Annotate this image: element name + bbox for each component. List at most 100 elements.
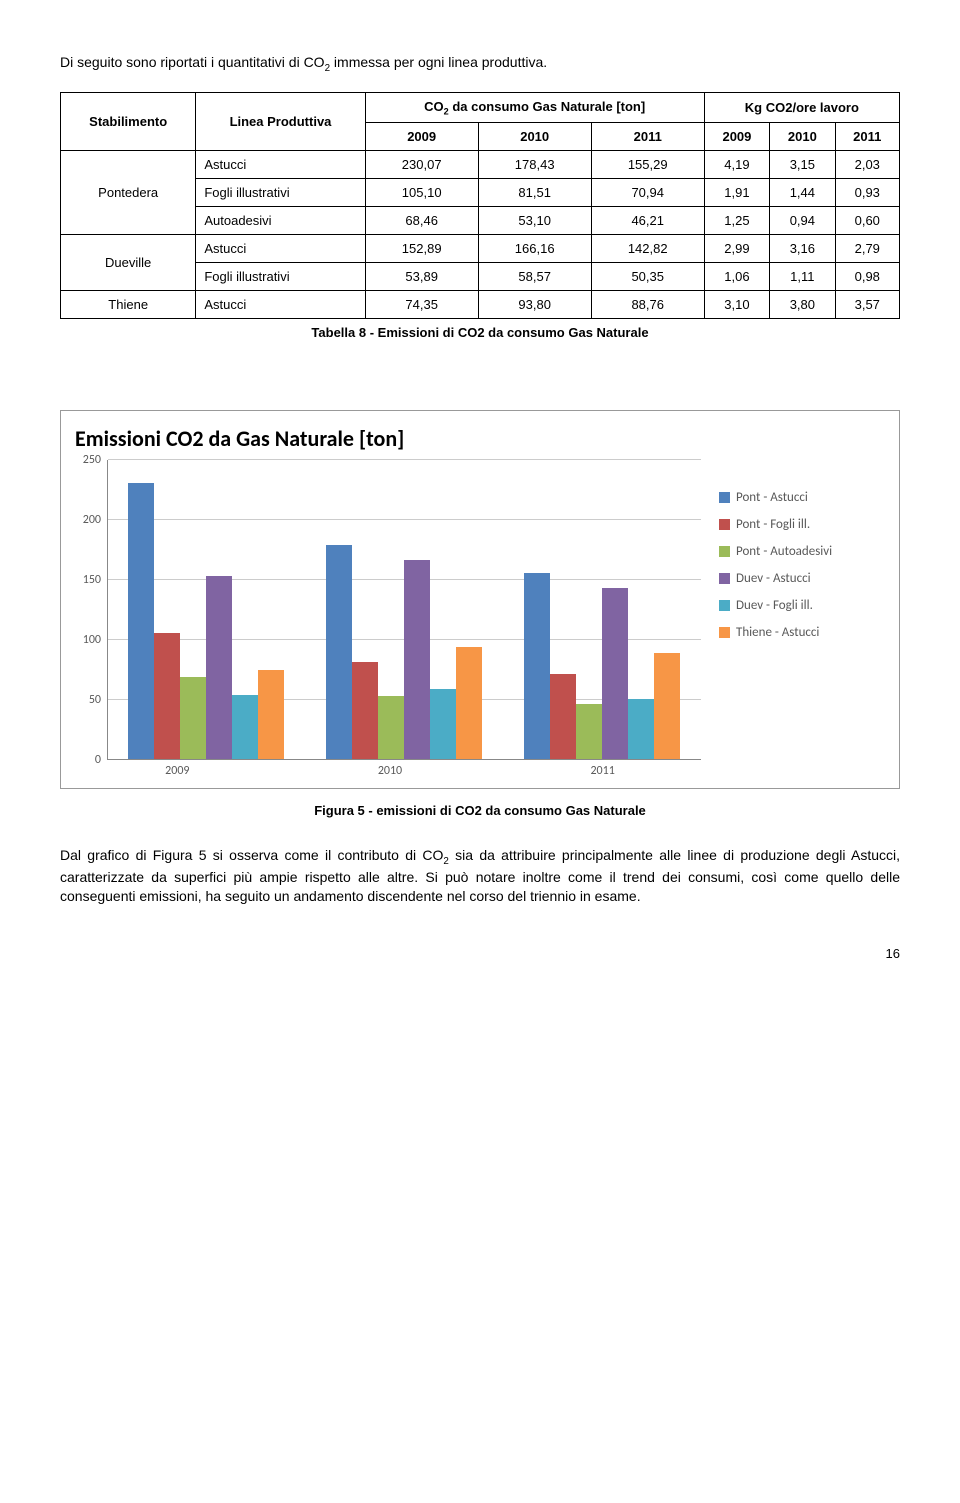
page-number: 16 bbox=[60, 946, 900, 961]
cell-value: 50,35 bbox=[591, 263, 704, 291]
cell-value: 68,46 bbox=[365, 207, 478, 235]
legend-swatch bbox=[719, 627, 730, 638]
legend-item: Duev - Astucci bbox=[719, 571, 889, 586]
bar bbox=[576, 704, 602, 759]
bar bbox=[206, 576, 232, 759]
legend-label: Duev - Fogli ill. bbox=[736, 598, 813, 613]
table-row: ThieneAstucci74,3593,8088,763,103,803,57 bbox=[61, 291, 900, 319]
bar bbox=[258, 670, 284, 759]
th-stabilimento: Stabilimento bbox=[61, 92, 196, 151]
legend-label: Pont - Fogli ill. bbox=[736, 517, 810, 532]
bar bbox=[378, 696, 404, 760]
chart-title: Emissioni CO2 da Gas Naturale [ton] bbox=[75, 425, 889, 452]
cell-linea: Astucci bbox=[196, 291, 365, 319]
cell-value: 70,94 bbox=[591, 179, 704, 207]
bar bbox=[128, 483, 154, 759]
cell-value: 81,51 bbox=[478, 179, 591, 207]
legend-swatch bbox=[719, 546, 730, 557]
bar-group bbox=[524, 573, 680, 759]
cell-value: 2,99 bbox=[704, 235, 769, 263]
cell-value: 88,76 bbox=[591, 291, 704, 319]
cell-linea: Astucci bbox=[196, 235, 365, 263]
intro-text: Di seguito sono riportati i quantitativi… bbox=[60, 54, 900, 74]
y-tick-label: 50 bbox=[89, 693, 101, 707]
cell-value: 93,80 bbox=[478, 291, 591, 319]
legend-swatch bbox=[719, 600, 730, 611]
cell-value: 105,10 bbox=[365, 179, 478, 207]
analysis-paragraph: Dal grafico di Figura 5 si osserva come … bbox=[60, 846, 900, 906]
bar bbox=[654, 653, 680, 760]
cell-value: 1,11 bbox=[770, 263, 835, 291]
table-row: PontederaAstucci230,07178,43155,294,193,… bbox=[61, 151, 900, 179]
bar bbox=[180, 677, 206, 759]
legend-item: Pont - Autoadesivi bbox=[719, 544, 889, 559]
cell-linea: Astucci bbox=[196, 151, 365, 179]
cell-value: 0,98 bbox=[835, 263, 899, 291]
cell-stabilimento: Pontedera bbox=[61, 151, 196, 235]
chart-container: Emissioni CO2 da Gas Naturale [ton] 0501… bbox=[60, 410, 900, 789]
bar bbox=[602, 588, 628, 759]
cell-value: 2,79 bbox=[835, 235, 899, 263]
th-y-2010b: 2010 bbox=[770, 123, 835, 151]
cell-value: 3,10 bbox=[704, 291, 769, 319]
legend-swatch bbox=[719, 573, 730, 584]
cell-value: 1,44 bbox=[770, 179, 835, 207]
cell-value: 3,16 bbox=[770, 235, 835, 263]
bar bbox=[154, 633, 180, 759]
cell-value: 2,03 bbox=[835, 151, 899, 179]
y-tick-label: 200 bbox=[83, 513, 101, 527]
cell-value: 53,89 bbox=[365, 263, 478, 291]
th-y-2011b: 2011 bbox=[835, 123, 899, 151]
bar bbox=[550, 674, 576, 759]
chart-legend: Pont - AstucciPont - Fogli ill.Pont - Au… bbox=[709, 460, 889, 778]
cell-value: 46,21 bbox=[591, 207, 704, 235]
bar-group bbox=[128, 483, 284, 759]
cell-linea: Fogli illustrativi bbox=[196, 263, 365, 291]
cell-value: 1,25 bbox=[704, 207, 769, 235]
intro-after: immessa per ogni linea produttiva. bbox=[330, 54, 547, 70]
figure-caption: Figura 5 - emissioni di CO2 da consumo G… bbox=[60, 803, 900, 818]
cell-value: 4,19 bbox=[704, 151, 769, 179]
y-axis: 050100150200250 bbox=[71, 460, 105, 760]
bar-group bbox=[326, 545, 482, 759]
bar bbox=[430, 689, 456, 759]
cell-value: 0,94 bbox=[770, 207, 835, 235]
legend-item: Duev - Fogli ill. bbox=[719, 598, 889, 613]
cell-value: 3,15 bbox=[770, 151, 835, 179]
cell-value: 0,60 bbox=[835, 207, 899, 235]
cell-value: 74,35 bbox=[365, 291, 478, 319]
cell-stabilimento: Thiene bbox=[61, 291, 196, 319]
cell-value: 230,07 bbox=[365, 151, 478, 179]
cell-value: 1,06 bbox=[704, 263, 769, 291]
th-y-2010a: 2010 bbox=[478, 123, 591, 151]
cell-value: 58,57 bbox=[478, 263, 591, 291]
bar bbox=[326, 545, 352, 759]
bar bbox=[404, 560, 430, 759]
cell-value: 0,93 bbox=[835, 179, 899, 207]
emissions-table: Stabilimento Linea Produttiva CO2 da con… bbox=[60, 92, 900, 320]
cell-value: 155,29 bbox=[591, 151, 704, 179]
bar-groups bbox=[107, 460, 701, 760]
chart-plot: 050100150200250 bbox=[107, 460, 701, 760]
cell-value: 53,10 bbox=[478, 207, 591, 235]
bar bbox=[524, 573, 550, 759]
th-kg: Kg CO2/ore lavoro bbox=[704, 92, 899, 123]
legend-label: Thiene - Astucci bbox=[736, 625, 819, 640]
th-y-2009b: 2009 bbox=[704, 123, 769, 151]
cell-value: 3,80 bbox=[770, 291, 835, 319]
bar bbox=[628, 699, 654, 759]
cell-value: 152,89 bbox=[365, 235, 478, 263]
cell-value: 166,16 bbox=[478, 235, 591, 263]
legend-swatch bbox=[719, 519, 730, 530]
th-y-2009a: 2009 bbox=[365, 123, 478, 151]
th-linea: Linea Produttiva bbox=[196, 92, 365, 151]
bar bbox=[352, 662, 378, 760]
cell-stabilimento: Dueville bbox=[61, 235, 196, 291]
legend-item: Pont - Fogli ill. bbox=[719, 517, 889, 532]
cell-value: 1,91 bbox=[704, 179, 769, 207]
y-tick-label: 150 bbox=[83, 573, 101, 587]
x-axis-labels: 200920102011 bbox=[71, 764, 709, 778]
th-co2: CO2 da consumo Gas Naturale [ton] bbox=[365, 92, 704, 123]
x-tick-label: 2011 bbox=[590, 764, 614, 778]
cell-value: 178,43 bbox=[478, 151, 591, 179]
